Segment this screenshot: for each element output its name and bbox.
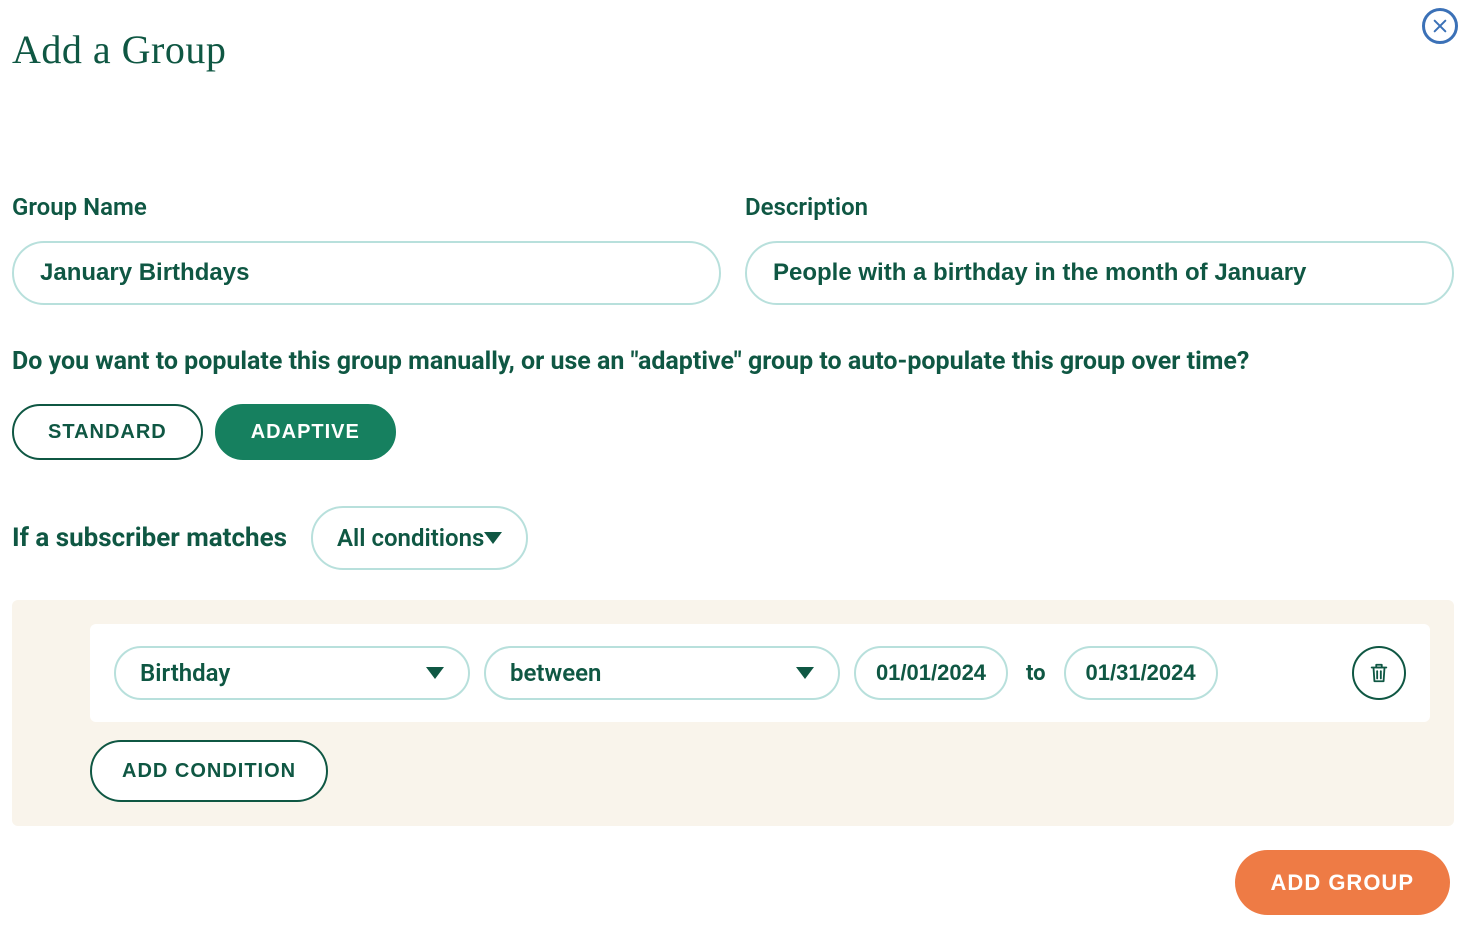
delete-condition-button[interactable] bbox=[1352, 646, 1406, 700]
match-mode-select[interactable]: All conditions bbox=[311, 506, 528, 570]
population-question: Do you want to populate this group manua… bbox=[12, 347, 1454, 376]
group-name-col: Group Name bbox=[12, 193, 721, 305]
condition-row: Birthday between to bbox=[90, 624, 1430, 722]
description-col: Description bbox=[745, 193, 1454, 305]
add-condition-button[interactable]: ADD CONDITION bbox=[90, 740, 328, 802]
close-icon bbox=[1432, 18, 1448, 34]
condition-operator-select[interactable]: between bbox=[484, 646, 840, 700]
conditions-panel: Birthday between to bbox=[12, 600, 1454, 826]
condition-date-from[interactable] bbox=[854, 646, 1008, 700]
group-name-input[interactable] bbox=[12, 241, 721, 305]
group-name-label: Group Name bbox=[12, 193, 721, 221]
adaptive-button[interactable]: ADAPTIVE bbox=[215, 404, 396, 460]
condition-to-label: to bbox=[1022, 661, 1050, 686]
trash-icon bbox=[1368, 662, 1390, 684]
close-button[interactable] bbox=[1422, 8, 1458, 44]
add-group-dialog: Add a Group Group Name Description Do yo… bbox=[0, 0, 1466, 940]
add-group-button[interactable]: ADD GROUP bbox=[1235, 850, 1450, 915]
form-row: Group Name Description bbox=[12, 193, 1454, 305]
group-type-toggle: STANDARD ADAPTIVE bbox=[12, 404, 1454, 460]
match-prefix: If a subscriber matches bbox=[12, 523, 287, 553]
description-label: Description bbox=[745, 193, 1454, 221]
condition-field-select[interactable]: Birthday bbox=[114, 646, 470, 700]
match-mode-value: All conditions bbox=[337, 524, 484, 552]
chevron-down-icon bbox=[796, 667, 814, 679]
standard-button[interactable]: STANDARD bbox=[12, 404, 203, 460]
condition-operator-value: between bbox=[510, 659, 601, 687]
chevron-down-icon bbox=[484, 532, 502, 544]
condition-date-to[interactable] bbox=[1064, 646, 1218, 700]
chevron-down-icon bbox=[426, 667, 444, 679]
description-input[interactable] bbox=[745, 241, 1454, 305]
match-row: If a subscriber matches All conditions bbox=[12, 506, 1454, 570]
condition-field-value: Birthday bbox=[140, 659, 230, 687]
dialog-footer: ADD GROUP bbox=[12, 850, 1454, 915]
dialog-title: Add a Group bbox=[12, 26, 1454, 73]
